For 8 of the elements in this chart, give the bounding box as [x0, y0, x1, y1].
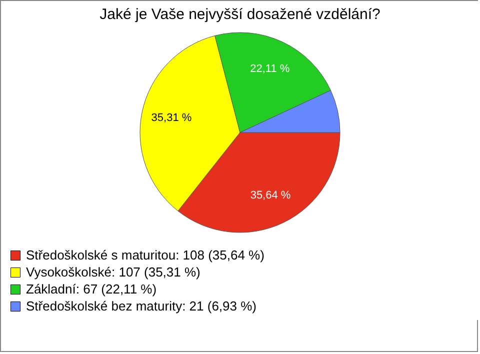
data-label: 22,11 %: [250, 63, 290, 76]
data-label: 35,31 %: [151, 112, 192, 124]
data-label: 35,64 %: [250, 190, 291, 202]
chart-title: Jaké je Vaše nejvyšší dosažené vzdělání?: [100, 6, 380, 23]
legend-label: Středoškolské s maturitou: 108 (35,64 %): [26, 248, 264, 262]
legend-label: Vysokoškolské: 107 (35,31 %): [26, 264, 200, 280]
legend-label: Středoškolské bez maturity: 21 (6,93 %): [26, 298, 256, 314]
legend-label: Základní: 67 (22,11 %): [26, 282, 157, 296]
